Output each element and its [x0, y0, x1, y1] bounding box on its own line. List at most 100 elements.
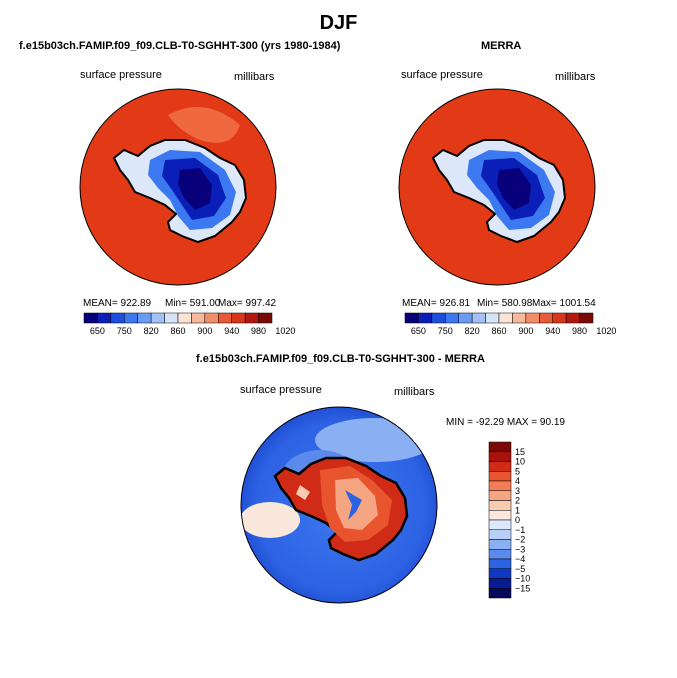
left-min-stat: Min= 591.00: [165, 298, 221, 309]
left-colorbar-box: [83, 312, 98, 324]
diff-colorbar-box: [488, 471, 512, 482]
diff-minmax-stat: MIN = -92.29 MAX = 90.19: [446, 417, 565, 428]
diff-variable-label: surface pressure: [240, 384, 322, 396]
right-colorbar-box: [579, 312, 594, 324]
left-colorbar-box: [204, 312, 219, 324]
left-colorbar-box: [177, 312, 192, 324]
diff-colorbar-box: [488, 588, 512, 599]
diff-colorbar-tick-label: −4: [515, 554, 525, 564]
right-colorbar-tick-label: 940: [545, 326, 560, 336]
right-colorbar-box: [471, 312, 486, 324]
right-colorbar-box: [431, 312, 446, 324]
diff-map: [241, 407, 437, 603]
left-colorbar-box: [124, 312, 138, 324]
right-colorbar-box: [565, 312, 580, 324]
right-colorbar-box: [512, 312, 527, 324]
right-min-stat: Min= 580.98: [477, 298, 533, 309]
right-colorbar-box: [525, 312, 540, 324]
right-panel-title: MERRA: [481, 40, 522, 52]
left-panel-title: f.e15b03ch.FAMIP.f09_f09.CLB-T0-SGHHT-30…: [19, 40, 341, 52]
left-colorbar-tick-label: 820: [144, 326, 159, 336]
diff-map-frame: [240, 406, 438, 604]
diff-colorbar-box: [488, 568, 512, 579]
diff-colorbar-tick-label: −3: [515, 544, 525, 554]
left-colorbar-box: [218, 312, 232, 324]
diff-colorbar-tick-label: 4: [515, 476, 520, 486]
right-colorbar-tick-label: 900: [518, 326, 533, 336]
right-colorbar-tick-label: 750: [438, 326, 453, 336]
right-colorbar-tick-label: 860: [491, 326, 506, 336]
diff-colorbar-box: [488, 539, 512, 550]
left-colorbar-box: [191, 312, 206, 324]
right-colorbar-tick-label: 820: [465, 326, 480, 336]
left-colorbar-tick-label: 1020: [275, 326, 295, 336]
figure-title: DJF: [319, 12, 358, 34]
left-colorbar-box: [110, 312, 125, 324]
diff-colorbar-box: [488, 441, 512, 452]
left-colorbar-box: [258, 312, 273, 324]
right-colorbar-tick-label: 980: [572, 326, 587, 336]
right-max-stat: Max= 1001.54: [532, 298, 596, 309]
diff-colorbar-box: [488, 519, 512, 530]
right-colorbar: 650 750 820 860 900 940 980 1020: [404, 312, 616, 336]
left-colorbar-tick-label: 650: [90, 326, 105, 336]
right-colorbar-box: [445, 312, 459, 324]
right-colorbar-box: [418, 312, 433, 324]
diff-colorbar-tick-label: 15: [515, 447, 525, 457]
diff-colorbar-tick-label: 1: [515, 505, 520, 515]
left-colorbar-box: [231, 312, 246, 324]
diff-colorbar-box: [488, 500, 512, 511]
left-variable-label: surface pressure: [80, 69, 162, 81]
left-colorbar: 650 750 820 860 900 940 980 1020: [83, 312, 295, 336]
left-colorbar-box: [97, 312, 112, 324]
left-high-anomaly: [168, 107, 240, 143]
diff-colorbar-tick-label: 10: [515, 457, 525, 467]
left-colorbar-box: [164, 312, 179, 324]
diff-colorbar-tick-label: −5: [515, 564, 525, 574]
diff-colorbar-box: [488, 558, 512, 569]
diff-colorbar-tick-label: −10: [515, 574, 530, 584]
diff-colorbar-box: [488, 578, 512, 589]
diff-colorbar-box: [488, 549, 512, 560]
diff-colorbar-box: [488, 510, 512, 521]
left-max-stat: Max= 997.42: [218, 298, 277, 309]
left-colorbar-tick-label: 900: [197, 326, 212, 336]
diff-colorbar-box: [488, 480, 512, 491]
right-colorbar-box: [539, 312, 553, 324]
left-map-frame: [79, 88, 277, 286]
left-mean-stat: MEAN= 922.89: [83, 298, 152, 309]
right-colorbar-tick-label: 650: [411, 326, 426, 336]
right-colorbar-box: [552, 312, 567, 324]
diff-colorbar-box: [488, 451, 512, 462]
diff-colorbar-box: [488, 461, 512, 472]
left-colorbar-box: [150, 312, 165, 324]
left-colorbar-tick-label: 750: [117, 326, 132, 336]
right-colorbar-tick-label: 1020: [596, 326, 616, 336]
diff-colorbar-tick-label: 5: [515, 466, 520, 476]
diff-colorbar-box: [488, 529, 512, 540]
right-colorbar-box: [485, 312, 500, 324]
left-colorbar-box: [244, 312, 259, 324]
left-map: [80, 89, 276, 285]
left-colorbar-tick-label: 860: [170, 326, 185, 336]
right-map: [399, 89, 595, 285]
right-mean-stat: MEAN= 926.81: [402, 298, 471, 309]
diff-colorbar-tick-label: −15: [515, 583, 530, 593]
right-map-frame: [398, 88, 596, 286]
diff-colorbar-tick-label: −1: [515, 525, 525, 535]
right-variable-label: surface pressure: [401, 69, 483, 81]
diff-units-label: millibars: [394, 386, 435, 398]
right-colorbar-box: [498, 312, 513, 324]
right-colorbar-box: [458, 312, 473, 324]
right-colorbar-box: [404, 312, 419, 324]
diff-colorbar-tick-label: 2: [515, 496, 520, 506]
left-colorbar-tick-label: 940: [224, 326, 239, 336]
left-colorbar-tick-label: 980: [251, 326, 266, 336]
left-colorbar-box: [137, 312, 152, 324]
diff-colorbar-tick-label: −2: [515, 535, 525, 545]
diff-colorbar-tick-label: 3: [515, 486, 520, 496]
diff-colorbar-box: [488, 490, 512, 501]
right-units-label: millibars: [555, 71, 596, 83]
